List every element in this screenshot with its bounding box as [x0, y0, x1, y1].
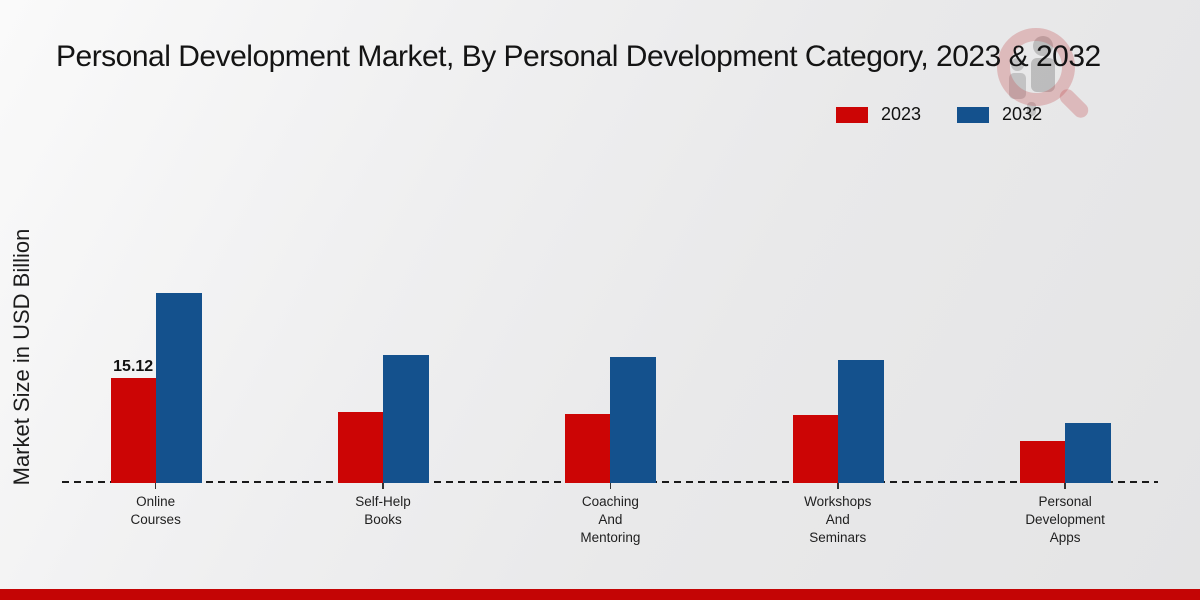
- chart-title: Personal Development Market, By Personal…: [56, 40, 1101, 73]
- x-axis-tick-online-courses: [154, 483, 157, 489]
- legend-swatch-2032: [957, 106, 990, 123]
- bar-value-label-online-courses: 15.12: [113, 358, 154, 375]
- bar-2023-workshops-and-seminars: [792, 415, 838, 483]
- bar-2023-online-courses: [110, 378, 156, 483]
- legend-label-2023: 2023: [881, 104, 922, 124]
- bar-2032-coaching-and-mentoring: [610, 357, 657, 483]
- bar-2032-self-help-books: [383, 355, 430, 483]
- legend: 2023 2032: [836, 104, 1042, 125]
- x-axis-category-label-coaching-and-mentoring: Coaching And Mentoring: [580, 494, 641, 545]
- watermark-dot-icon: [1027, 102, 1036, 116]
- legend-item-2032: 2032: [957, 104, 1042, 125]
- bar-2023-personal-development-apps: [1020, 441, 1066, 483]
- footer-accent-bar: [0, 589, 1200, 600]
- x-axis-tick-workshops-and-seminars: [837, 483, 839, 489]
- bar-2032-personal-development-apps: [1065, 423, 1112, 483]
- bar-2023-self-help-books: [338, 412, 384, 483]
- bar-2023-coaching-and-mentoring: [565, 414, 611, 483]
- x-axis-tick-coaching-and-mentoring: [609, 483, 612, 489]
- bar-2032-online-courses: [155, 293, 202, 483]
- x-axis-category-label-personal-development-apps: Personal Development Apps: [1025, 494, 1105, 545]
- x-axis-tick-self-help-books: [382, 483, 384, 489]
- bar-2032-workshops-and-seminars: [837, 360, 884, 483]
- x-axis-category-label-workshops-and-seminars: Workshops And Seminars: [804, 494, 872, 545]
- x-axis-tick-personal-development-apps: [1064, 483, 1066, 489]
- legend-item-2023: 2023: [836, 104, 921, 125]
- x-axis-category-label-self-help-books: Self-Help Books: [355, 494, 411, 527]
- magnifier-people-logo: [995, 24, 1110, 139]
- x-axis-category-label-online-courses: Online Courses: [130, 494, 181, 527]
- legend-label-2032: 2032: [1002, 104, 1043, 124]
- legend-swatch-2023: [836, 106, 868, 123]
